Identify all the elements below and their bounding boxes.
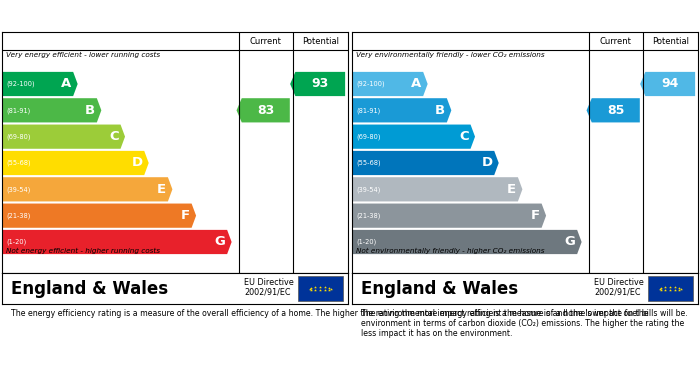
- Polygon shape: [2, 230, 232, 254]
- Polygon shape: [2, 151, 148, 175]
- Text: (92-100): (92-100): [356, 81, 385, 87]
- Text: (1-20): (1-20): [6, 239, 27, 245]
- Polygon shape: [640, 72, 695, 96]
- Text: 83: 83: [257, 104, 274, 117]
- Text: (81-91): (81-91): [6, 107, 31, 113]
- Text: Very environmentally friendly - lower CO₂ emissions: Very environmentally friendly - lower CO…: [356, 52, 544, 57]
- Text: A: A: [61, 77, 71, 90]
- Text: (55-68): (55-68): [356, 160, 381, 166]
- Text: E: E: [157, 183, 166, 196]
- Polygon shape: [352, 125, 475, 149]
- Text: (69-80): (69-80): [356, 133, 381, 140]
- Text: 85: 85: [607, 104, 624, 117]
- Polygon shape: [290, 72, 345, 96]
- Text: Current: Current: [600, 37, 631, 46]
- Text: Energy Efficiency Rating: Energy Efficiency Rating: [10, 10, 183, 23]
- Text: Current: Current: [250, 37, 281, 46]
- Polygon shape: [352, 230, 582, 254]
- Text: (21-38): (21-38): [356, 212, 381, 219]
- Polygon shape: [352, 72, 428, 96]
- Polygon shape: [2, 98, 101, 122]
- Text: EU Directive
2002/91/EC: EU Directive 2002/91/EC: [244, 278, 294, 297]
- Polygon shape: [2, 177, 172, 201]
- Text: 94: 94: [662, 77, 679, 90]
- Text: (21-38): (21-38): [6, 212, 31, 219]
- Text: Environmental Impact (CO₂) Rating: Environmental Impact (CO₂) Rating: [360, 10, 608, 23]
- Text: (39-54): (39-54): [6, 186, 31, 193]
- Text: D: D: [482, 156, 493, 169]
- Text: Potential: Potential: [652, 37, 689, 46]
- Bar: [298, 276, 343, 301]
- Text: (1-20): (1-20): [356, 239, 377, 245]
- Text: G: G: [564, 235, 575, 249]
- Text: B: B: [85, 104, 95, 117]
- Text: The energy efficiency rating is a measure of the overall efficiency of a home. T: The energy efficiency rating is a measur…: [10, 308, 687, 317]
- Polygon shape: [352, 204, 546, 228]
- Text: (69-80): (69-80): [6, 133, 31, 140]
- Polygon shape: [587, 98, 640, 122]
- Text: D: D: [132, 156, 143, 169]
- Text: F: F: [181, 209, 190, 222]
- Polygon shape: [352, 177, 522, 201]
- Text: (55-68): (55-68): [6, 160, 31, 166]
- Polygon shape: [352, 98, 452, 122]
- Polygon shape: [2, 72, 78, 96]
- Text: The environmental impact rating is a measure of a home's impact on the environme: The environmental impact rating is a mea…: [360, 308, 684, 338]
- Text: Not environmentally friendly - higher CO₂ emissions: Not environmentally friendly - higher CO…: [356, 248, 544, 254]
- Text: England & Wales: England & Wales: [360, 280, 518, 298]
- Text: Potential: Potential: [302, 37, 339, 46]
- Text: C: C: [109, 130, 119, 143]
- Text: A: A: [411, 77, 421, 90]
- Text: (92-100): (92-100): [6, 81, 35, 87]
- Text: Very energy efficient - lower running costs: Very energy efficient - lower running co…: [6, 52, 160, 57]
- Polygon shape: [237, 98, 290, 122]
- Polygon shape: [352, 151, 498, 175]
- Text: Not energy efficient - higher running costs: Not energy efficient - higher running co…: [6, 248, 160, 254]
- Text: E: E: [507, 183, 516, 196]
- Polygon shape: [2, 125, 125, 149]
- Text: C: C: [459, 130, 469, 143]
- Text: (39-54): (39-54): [356, 186, 381, 193]
- Text: (81-91): (81-91): [356, 107, 381, 113]
- Text: F: F: [531, 209, 540, 222]
- Polygon shape: [2, 204, 196, 228]
- Bar: [648, 276, 693, 301]
- Text: B: B: [435, 104, 445, 117]
- Text: 93: 93: [312, 77, 329, 90]
- Text: England & Wales: England & Wales: [10, 280, 168, 298]
- Text: EU Directive
2002/91/EC: EU Directive 2002/91/EC: [594, 278, 644, 297]
- Text: G: G: [214, 235, 225, 249]
